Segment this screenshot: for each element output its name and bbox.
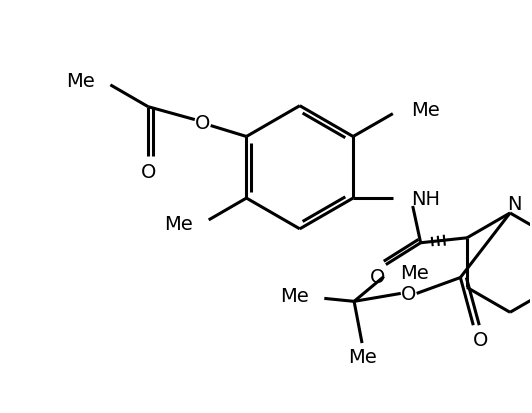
Text: Me: Me (348, 348, 377, 367)
Text: O: O (472, 330, 488, 349)
Text: N: N (507, 194, 521, 213)
Text: Me: Me (280, 286, 309, 305)
Text: O: O (370, 267, 386, 286)
Text: Me: Me (400, 263, 429, 282)
Text: O: O (140, 162, 156, 181)
Text: Me: Me (66, 72, 95, 91)
Text: Me: Me (164, 215, 193, 234)
Text: O: O (195, 114, 211, 133)
Text: Me: Me (411, 101, 439, 120)
Text: NH: NH (411, 189, 440, 208)
Text: O: O (401, 284, 417, 303)
